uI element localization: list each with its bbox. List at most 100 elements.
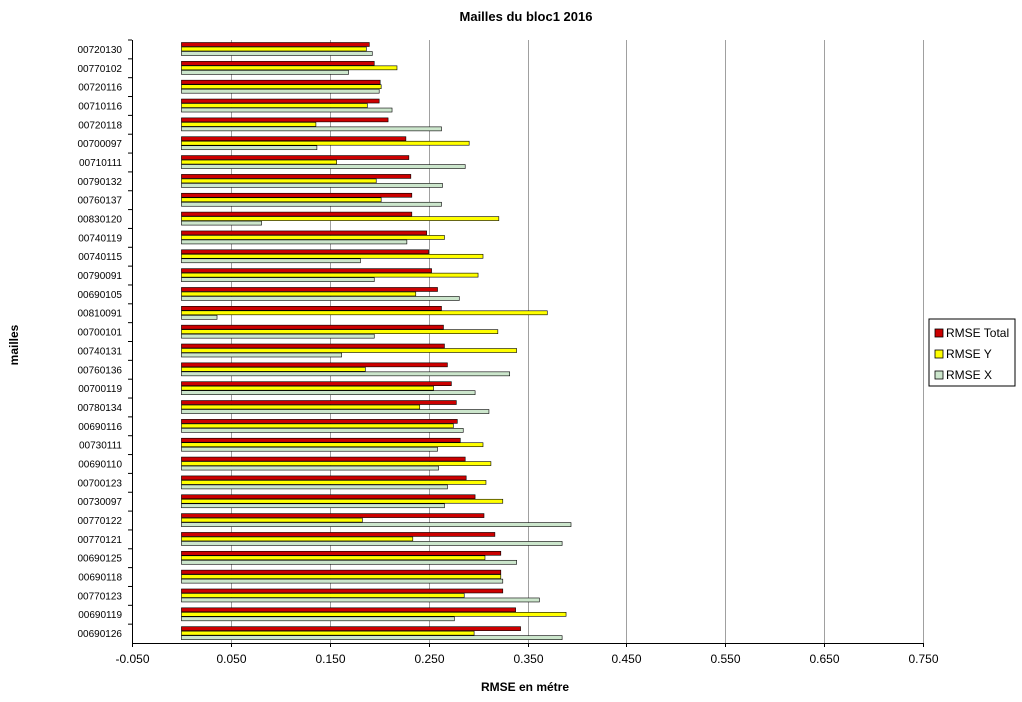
bar-rmse-total <box>181 475 467 481</box>
x-tick-label: 0.750 <box>908 652 938 666</box>
x-tick-label: 0.150 <box>315 652 345 666</box>
bar-rmse-y <box>181 329 499 334</box>
bar-rmse-total <box>181 79 381 85</box>
bar-rmse-y <box>181 216 500 221</box>
bar-rmse-total <box>181 136 407 142</box>
bar-rmse-x <box>181 484 448 490</box>
bar-rmse-y <box>181 574 502 579</box>
bar-rmse-x <box>181 201 442 207</box>
category-label: 00790091 <box>78 271 123 282</box>
bar-rmse-x <box>181 390 476 395</box>
bar-rmse-total <box>181 494 476 500</box>
bar-rmse-x <box>181 107 393 113</box>
bar-rmse-y <box>181 555 486 561</box>
bar-rmse-y <box>181 367 366 372</box>
category-labels: 00720130 00770102 00720116 00710116 00720118… <box>78 45 123 640</box>
bar-rmse-x <box>181 428 464 433</box>
category-label: 00780134 <box>78 403 123 414</box>
bar-rmse-x <box>181 352 342 358</box>
bar-rmse-total <box>181 437 461 443</box>
category-label: 00730097 <box>78 497 123 508</box>
category-label: 00720130 <box>78 45 123 56</box>
x-tick-label: 0.450 <box>611 652 641 666</box>
bar-rmse-total <box>181 211 413 217</box>
bar-rmse-x <box>181 164 466 169</box>
category-label: 00710116 <box>78 101 122 112</box>
bar-rmse-y <box>181 442 484 448</box>
bar-rmse-total <box>181 117 389 123</box>
bar-rmse-y <box>181 612 567 617</box>
bar-rmse-y <box>181 103 368 108</box>
bar-rmse-total <box>181 419 458 424</box>
bar-rmse-total <box>181 42 370 47</box>
bar-rmse-x <box>181 183 443 188</box>
axes <box>128 39 924 647</box>
category-label: 00690105 <box>78 290 123 301</box>
bar-rmse-total <box>181 400 457 405</box>
bar-rmse-y <box>181 517 363 523</box>
bar-rmse-total <box>181 343 445 349</box>
category-label: 00740131 <box>78 346 123 357</box>
bar-rmse-x <box>181 465 439 471</box>
bar-rmse-total <box>181 626 521 631</box>
chart-title: Mailles du bloc1 2016 <box>460 9 593 24</box>
bar-rmse-total <box>181 155 410 160</box>
bar-rmse-y <box>181 159 337 165</box>
legend-label: RMSE Total <box>946 326 1009 340</box>
bar-rmse-total <box>181 381 452 386</box>
x-tick-label: 0.650 <box>809 652 839 666</box>
bar-rmse-x <box>181 503 445 509</box>
bar-rmse-y <box>181 630 475 636</box>
bars <box>181 42 572 640</box>
x-tick-label: 0.050 <box>216 652 246 666</box>
bar-rmse-y <box>181 498 504 504</box>
category-label: 00740119 <box>78 233 122 244</box>
category-label: 00690125 <box>78 554 123 565</box>
bar-rmse-y <box>181 122 317 127</box>
bar-rmse-x <box>181 522 572 527</box>
bar-rmse-y <box>181 385 434 391</box>
legend: RMSE Total RMSE Y RMSE X <box>928 318 1016 387</box>
category-label: 00810091 <box>78 309 123 320</box>
category-label: 00710111 <box>79 158 122 169</box>
bar-rmse-y <box>181 140 470 146</box>
category-label: 00730111 <box>79 441 122 452</box>
legend-label: RMSE Y <box>946 347 992 361</box>
category-label: 00690119 <box>78 610 122 621</box>
bar-rmse-total <box>181 550 502 556</box>
bar-rmse-x <box>181 616 455 622</box>
bar-rmse-y <box>181 423 454 429</box>
bar-rmse-x <box>181 126 442 132</box>
bar-rmse-y <box>181 65 398 71</box>
bar-rmse-x <box>181 239 408 245</box>
bar-rmse-total <box>181 287 438 292</box>
bar-rmse-y <box>181 235 445 240</box>
bar-rmse-total <box>181 532 496 537</box>
category-label: 00740115 <box>78 252 122 263</box>
bar-rmse-y <box>181 197 382 203</box>
bar-rmse-y <box>181 404 421 410</box>
bar-rmse-total <box>181 230 427 236</box>
y-axis-title: mailles <box>7 324 21 365</box>
bar-rmse-x <box>181 51 373 56</box>
bar-rmse-total <box>181 192 413 198</box>
bar-rmse-total <box>181 362 448 368</box>
bar-rmse-y <box>181 461 492 466</box>
bar-rmse-y <box>181 536 414 542</box>
bar-rmse-total <box>181 98 380 104</box>
bar-rmse-x <box>181 277 375 282</box>
x-tick-label: 0.250 <box>414 652 444 666</box>
bar-rmse-x <box>181 409 490 414</box>
bar-rmse-x <box>181 371 511 377</box>
bar-rmse-total <box>181 588 504 594</box>
category-label: 00720118 <box>78 120 122 131</box>
bar-rmse-y <box>181 46 367 52</box>
category-label: 00700119 <box>78 384 122 395</box>
bar-rmse-total <box>181 456 466 462</box>
bar-rmse-y <box>181 593 465 598</box>
bar-rmse-x <box>181 578 504 584</box>
legend-label: RMSE X <box>946 368 992 382</box>
tick-labels: -0.050 0.050 0.150 0.250 0.350 0.450 0.550 0.65… <box>115 652 938 666</box>
category-label: 00690118 <box>78 573 122 584</box>
